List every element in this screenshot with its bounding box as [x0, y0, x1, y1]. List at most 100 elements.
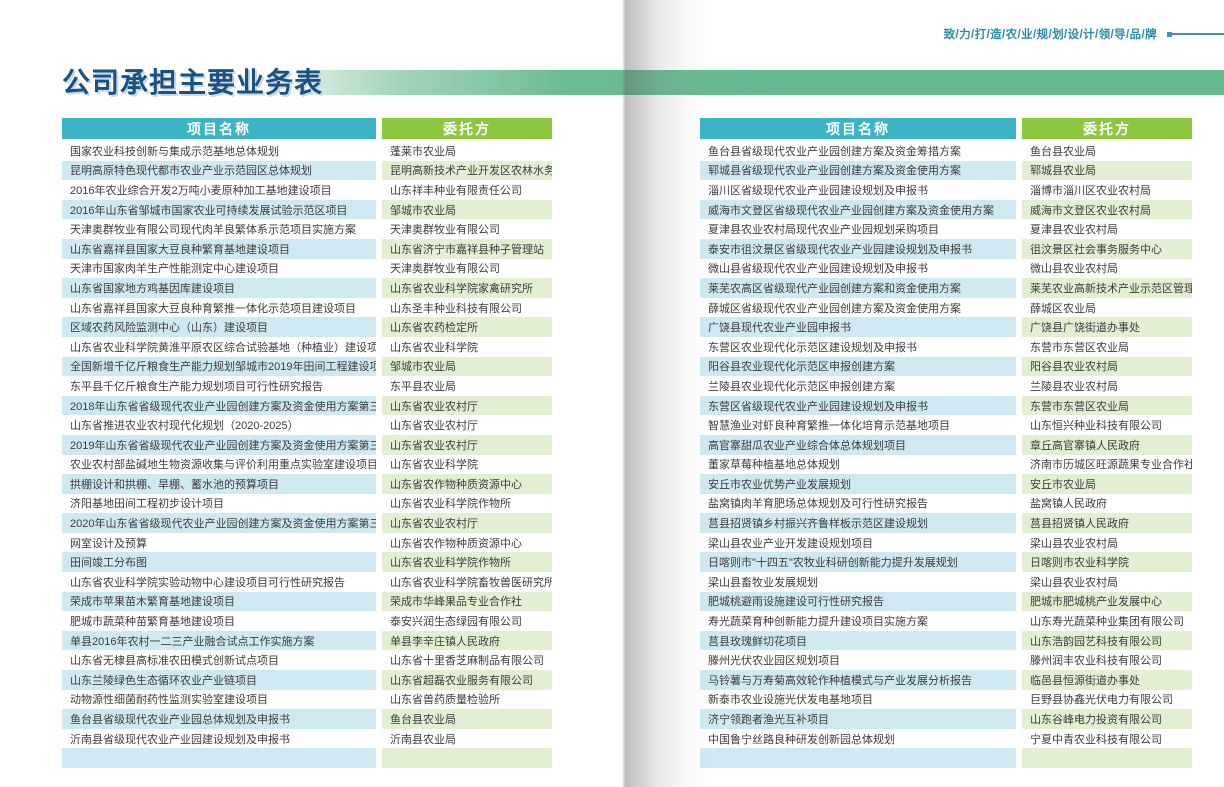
project-cell: 济阳基地田间工程初步设计项目: [70, 498, 224, 511]
client-cell: 山东省农业科学院作物所: [390, 498, 511, 511]
tagline-square-icon: [1167, 31, 1172, 37]
table-row: 荣成市苹果苗木繁育基地建设项目 荣成市华峰果品专业合作社: [62, 591, 552, 612]
project-cell: 淄川区省级现代农业产业园建设规划及申报书: [708, 184, 928, 197]
project-cell: 山东省农业科学院实验动物中心建设项目可行性研究报告: [70, 576, 345, 589]
column-header-project: 项目名称: [62, 118, 376, 139]
tagline-rule-line: [1172, 33, 1224, 35]
project-cell: 寿光蔬菜育种创新能力提升建设项目实施方案: [708, 616, 928, 629]
page-tagline: 致/力/打/造/农/业/规/划/设/计/领/导/品/牌: [944, 26, 1224, 42]
client-cell: 山东圣丰种业科技有限公司: [390, 302, 522, 315]
table-row: 拱棚设计和拱棚、旱棚、蓄水池的预算项目 山东省农作物种质资源中心: [62, 474, 552, 494]
column-header-client: 委托方: [382, 118, 552, 139]
project-cell: 莒县玫瑰鲜切花项目: [700, 630, 1016, 651]
client-cell: 日喀则市农业科学院: [1022, 552, 1192, 573]
table-row: 微山县省级现代农业产业园建设规划及申报书 微山县农业农村局: [700, 259, 1192, 279]
project-cell: 山东省嘉祥县国家大豆良种育繁推一体化示范项目建设项目: [70, 302, 356, 315]
table-row: 山东省推进农业农村现代化规划（2020-2025） 山东省农业农村厅: [62, 415, 552, 435]
client-cell: 山东省农作物种质资源中心: [390, 537, 522, 550]
client-cell: 莱芜农业高新技术产业示范区管理委员会: [1022, 278, 1192, 298]
project-cell: 动物源性细菌耐药性监测实验室建设项目: [70, 694, 268, 707]
table-row: 梁山县农业产业开发建设规划项目 梁山县农业农村局: [700, 533, 1192, 553]
table-header-row: 项目名称 委托方: [62, 118, 552, 139]
table-row: 薛城区省级现代农业产业园创建方案及资金使用方案 薛城区农业局: [700, 298, 1192, 318]
table-row: 泰安市徂汶景区省级现代农业产业园建设规划及申报书 徂汶景区社会事务服务中心: [700, 238, 1192, 259]
table-row: 农业农村部盐碱地生物资源收集与评价利用重点实验室建设项目可行性研究报告 山东省农业…: [62, 455, 552, 475]
project-cell: 安丘市农业优势产业发展规划: [700, 474, 1016, 494]
client-cell: 天津奥群牧业有限公司: [390, 224, 500, 237]
table-row: 田间竣工分布图 山东省农业科学院作物所: [62, 552, 552, 573]
project-cell: 天津奥群牧业有限公司现代肉羊良繁体系示范项目实施方案: [70, 224, 356, 237]
table-row: 莱芜农高区省级现代产业园创建方案和资金使用方案莱芜农业高新技术产业示范区管理委员…: [700, 278, 1192, 298]
client-cell: 东平县农业局: [390, 380, 456, 393]
table-row: 山东省农业科学院实验动物中心建设项目可行性研究报告 山东省农业科学院畜牧兽医研究所: [62, 572, 552, 592]
project-cell: 滕州光伏农业园区规划项目: [708, 655, 840, 668]
client-cell: 薛城区农业局: [1030, 302, 1096, 315]
table-row: 山东兰陵绿色生态循环农业产业链项目 山东省超磊农业服务有限公司: [62, 670, 552, 690]
table-row: 国家农业科技创新与集成示范基地总体规划 蓬莱市农业局: [62, 141, 552, 161]
client-cell: 夏津县农业农村局: [1030, 224, 1118, 237]
table-row: 单县2016年农村一二三产业融合试点工作实施方案 单县李辛庄镇人民政府: [62, 630, 552, 651]
table-row: 山东省国家地方鸡基因库建设项目 山东省农业科学院家禽研究所: [62, 278, 552, 298]
table-header-row: 项目名称 委托方: [700, 118, 1192, 139]
client-cell: 山东省超磊农业服务有限公司: [382, 670, 552, 690]
project-cell: 新泰市农业设施光伏发电基地项目: [708, 694, 873, 707]
tagline-text: 致/力/打/造/农/业/规/划/设/计/领/导/品/牌: [943, 29, 1157, 41]
client-cell: 鱼台县农业局: [382, 709, 552, 729]
client-cell: 山东省农药检定所: [382, 317, 552, 337]
client-cell: [382, 748, 552, 768]
project-cell: 沂南县省级现代农业产业园建设规划及申报书: [70, 733, 290, 746]
project-cell: 梁山县农业产业开发建设规划项目: [708, 537, 873, 550]
page-title: 公司承担主要业务表: [62, 67, 324, 98]
client-cell: 东营市东营区农业局: [1030, 341, 1129, 354]
project-cell: 东营区省级现代农业产业园建设规划及申报书: [700, 395, 1016, 416]
table-row: 2016年山东省邹城市国家农业可持续发展试验示范区项目 邹城市农业局: [62, 199, 552, 220]
table-body: 国家农业科技创新与集成示范基地总体规划 蓬莱市农业局 昆明高原特色现代都市农业产业示…: [62, 141, 552, 768]
project-cell: 盐窝镇肉羊育肥场总体规划及可行性研究报告: [708, 498, 928, 511]
table-row: 2020年山东省省级现代农业产业园创建方案及资金使用方案第三方审查论证山东省农业…: [62, 513, 552, 533]
table-row: 中国鲁宁丝路良种研发创新园总体规划 宁夏中青农业科技有限公司: [700, 729, 1192, 749]
table-row: 寿光蔬菜育种创新能力提升建设项目实施方案 山东寿光蔬菜种业集团有限公司: [700, 611, 1192, 631]
client-cell: 山东省济宁市嘉祥县种子管理站: [382, 238, 552, 259]
table-row: 网室设计及预算 山东省农作物种质资源中心: [62, 533, 552, 553]
project-cell: 山东省无棣县高标准农田模式创新试点项目: [70, 655, 279, 668]
project-cell: 鱼台县省级现代农业产业园创建方案及资金筹措方案: [708, 145, 961, 158]
table-row: 山东省嘉祥县国家大豆良种繁育基地建设项目 山东省济宁市嘉祥县种子管理站: [62, 238, 552, 259]
table-row: 鱼台县省级现代农业产业园创建方案及资金筹措方案 鱼台县农业局: [700, 141, 1192, 161]
table-row: 天津市国家肉羊生产性能测定中心建设项目 天津奥群牧业有限公司: [62, 259, 552, 279]
table-row: 天津奥群牧业有限公司现代肉羊良繁体系示范项目实施方案 天津奥群牧业有限公司: [62, 219, 552, 239]
business-table-left: 项目名称 委托方 国家农业科技创新与集成示范基地总体规划 蓬莱市农业局 昆明高原特色…: [62, 118, 552, 768]
client-cell: 山东省农业科学院家禽研究所: [382, 278, 552, 298]
project-cell: 夏津县农业农村局现代农业产业园规划采购项目: [708, 224, 939, 237]
project-cell: 董家草莓种植基地总体规划: [708, 459, 840, 472]
table-row: 莒县招贤镇乡村振兴齐鲁样板示范区建设规划 莒县招贤镇人民政府: [700, 513, 1192, 533]
table-row: 2019年山东省省级现代农业产业园创建方案及资金使用方案第三方审查论证山东省农业…: [62, 434, 552, 455]
table-body: 鱼台县省级现代农业产业园创建方案及资金筹措方案 鱼台县农业局 郓城县省级现代农业产业…: [700, 141, 1192, 768]
table-row: 沂南县省级现代农业产业园建设规划及申报书 沂南县农业局: [62, 729, 552, 749]
client-cell: 山东省农业科学院: [390, 341, 478, 354]
table-row: 山东省农业科学院黄淮平原农区综合试验基地（种植业）建设项目 山东省农业科学院: [62, 337, 552, 357]
project-cell: 鱼台县省级现代农业产业园总体规划及申报书: [62, 709, 376, 729]
table-row: 肥城市蔬菜种苗繁育基地建设项目 泰安兴润生态绿园有限公司: [62, 611, 552, 631]
table-row: 梁山县畜牧业发展规划 梁山县农业农村局: [700, 572, 1192, 592]
client-cell: 荣成市华峰果品专业合作社: [382, 591, 552, 612]
project-cell: 2020年山东省省级现代农业产业园创建方案及资金使用方案第三方审查论证: [62, 513, 376, 533]
table-row: 威海市文登区省级现代农业产业园创建方案及资金使用方案 威海市文登区农业农村局: [700, 199, 1192, 220]
project-cell: 昆明高原特色现代都市农业产业示范园区总体规划: [62, 160, 376, 181]
client-cell: 沂南县农业局: [390, 733, 456, 746]
page-fold-shadow: [622, 0, 710, 787]
client-cell: 山东省十里香芝麻制品有限公司: [390, 655, 544, 668]
project-cell: 农业农村部盐碱地生物资源收集与评价利用重点实验室建设项目可行性研究报告: [70, 459, 376, 472]
table-row: [62, 748, 552, 768]
table-row: 新泰市农业设施光伏发电基地项目 巨野县协鑫光伏电力有限公司: [700, 690, 1192, 710]
client-cell: 梁山县农业农村局: [1030, 576, 1118, 589]
table-row: 淄川区省级现代农业产业园建设规划及申报书 淄博市淄川区农业农村局: [700, 180, 1192, 200]
client-cell: 山东祥丰种业有限责任公司: [390, 184, 522, 197]
project-cell: 广饶县现代农业产业园申报书: [700, 317, 1016, 337]
project-cell: 济宁领跑者渔光互补项目: [700, 709, 1016, 729]
client-cell: 蓬莱市农业局: [390, 145, 456, 158]
client-cell: 临邑县恒源街道办事处: [1022, 670, 1192, 690]
title-accent-bar: [309, 70, 1224, 95]
table-row: 智慧渔业对虾良种育繁推一体化培育示范基地项目 山东恒兴种业科技有限公司: [700, 415, 1192, 435]
table-row: 济宁领跑者渔光互补项目 山东谷峰电力投资有限公司: [700, 709, 1192, 729]
client-cell: 盐窝镇人民政府: [1030, 498, 1107, 511]
